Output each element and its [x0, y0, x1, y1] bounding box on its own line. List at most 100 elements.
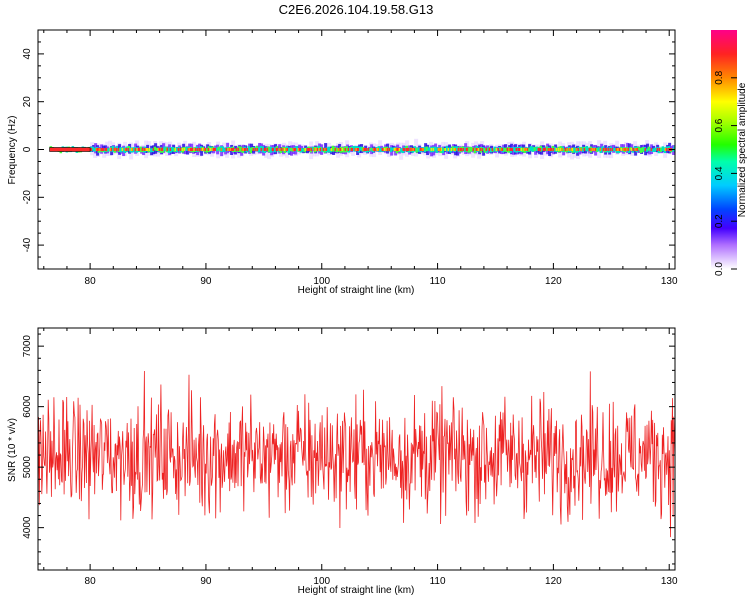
heatmap-cell: [420, 148, 423, 151]
x-tick-label: 130: [661, 276, 678, 287]
heatmap-cell: [635, 148, 638, 151]
heatmap-cell: [441, 147, 445, 154]
heatmap-cell: [109, 148, 112, 151]
snr-x-label: Height of straight line (km): [298, 585, 415, 596]
heatmap-cell: [513, 147, 517, 153]
heatmap-cell: [189, 148, 192, 151]
heatmap-cell: [145, 148, 148, 151]
heatmap-cell: [372, 148, 375, 151]
spectrogram-y-label: Frequency (Hz): [7, 116, 18, 185]
heatmap-cell: [304, 148, 307, 151]
heatmap-cell: [101, 148, 104, 151]
colorbar-tick-label: 0.4: [714, 166, 725, 180]
heatmap-cell: [121, 148, 124, 151]
heatmap-cell: [311, 146, 315, 151]
heatmap-cell: [174, 148, 177, 151]
heatmap-cell: [422, 148, 425, 151]
heatmap-cell: [403, 148, 406, 151]
heatmap-cell: [632, 148, 635, 151]
heatmap-cell: [580, 148, 583, 151]
colorbar-gradient: [711, 30, 737, 269]
heatmap-cell: [607, 148, 610, 151]
heatmap-cell: [591, 148, 594, 151]
heatmap-cell: [413, 148, 416, 151]
heatmap-cell: [223, 148, 227, 152]
heatmap-cell: [335, 147, 339, 153]
heatmap-cell: [252, 148, 255, 151]
heatmap-cell: [369, 147, 373, 151]
heatmap-cell: [113, 148, 116, 151]
heatmap-cell: [521, 147, 525, 153]
heatmap-cell: [476, 148, 479, 151]
heatmap-cell: [136, 148, 139, 151]
heatmap-cell: [191, 148, 194, 151]
snr-x-axis: 80 90 100 110 120 130: [43, 328, 678, 587]
heatmap-cell: [146, 148, 149, 151]
heatmap-cell: [138, 148, 141, 151]
heatmap-cell: [611, 148, 614, 151]
heatmap-cell: [419, 148, 422, 151]
heatmap-cell: [237, 148, 240, 151]
heatmap-cell: [376, 148, 379, 151]
heatmap-cell: [175, 147, 179, 153]
heatmap-cell: [310, 148, 313, 151]
y-tick-label: 7000: [22, 335, 33, 358]
heatmap-cell: [488, 148, 491, 151]
heatmap-cell: [533, 147, 537, 152]
heatmap-cell: [185, 147, 189, 151]
heatmap-cell: [630, 148, 633, 151]
heatmap-cell: [386, 148, 389, 151]
heatmap-cell: [550, 148, 553, 151]
heatmap-cell: [627, 148, 630, 151]
heatmap-cell: [143, 148, 146, 151]
heatmap-cell: [225, 148, 228, 151]
heatmap-cell: [275, 148, 278, 151]
heatmap-cell: [230, 148, 233, 151]
heatmap-cell: [481, 148, 484, 151]
heatmap-cell: [293, 148, 296, 151]
heatmap-cell: [472, 148, 475, 151]
heatmap-cell: [423, 146, 427, 153]
heatmap-cell: [220, 148, 223, 151]
heatmap-cell: [294, 148, 297, 151]
heatmap-cell: [350, 148, 353, 151]
heatmap-cell: [411, 148, 414, 151]
heatmap-cell: [430, 148, 433, 151]
heatmap-cell: [125, 148, 128, 151]
heatmap-cell: [119, 147, 123, 153]
heatmap-cell: [597, 147, 601, 152]
spectrogram-x-label: Height of straight line (km): [298, 285, 415, 296]
heatmap-cell: [215, 147, 219, 152]
heatmap-cell: [204, 148, 207, 151]
heatmap-cell: [450, 148, 453, 151]
heatmap-cell: [453, 148, 456, 151]
heatmap-cell: [406, 148, 409, 151]
heatmap-cell: [214, 148, 217, 151]
heatmap-cell: [394, 148, 397, 151]
heatmap-cell: [187, 148, 190, 151]
heatmap-cell: [385, 148, 388, 151]
heatmap-cell: [617, 148, 620, 151]
x-tick-label: 120: [545, 576, 562, 587]
heatmap-cell: [276, 148, 279, 151]
heatmap-cell: [568, 148, 571, 151]
heatmap-cell: [547, 148, 550, 151]
colorbar-ticks: 0.0 0.2 0.4 0.6 0.8: [714, 70, 737, 276]
heatmap-cell: [263, 148, 266, 151]
heatmap-cell: [557, 148, 560, 151]
heatmap-cell: [665, 148, 668, 151]
heatmap-cell: [177, 148, 180, 151]
heatmap-cell: [651, 148, 655, 152]
heatmap-cell: [510, 148, 513, 151]
heatmap-cell: [331, 145, 335, 152]
heatmap-cell: [561, 148, 564, 151]
heatmap-cell: [322, 148, 325, 151]
heatmap-cell: [544, 148, 547, 151]
heatmap-cell: [559, 148, 562, 151]
y-tick-label: -20: [22, 190, 33, 205]
heatmap-cell: [315, 148, 318, 151]
y-tick-label: 40: [22, 48, 33, 60]
heatmap-cell: [673, 145, 675, 152]
snr-frame: [37, 327, 676, 571]
heatmap-cell: [98, 148, 101, 151]
